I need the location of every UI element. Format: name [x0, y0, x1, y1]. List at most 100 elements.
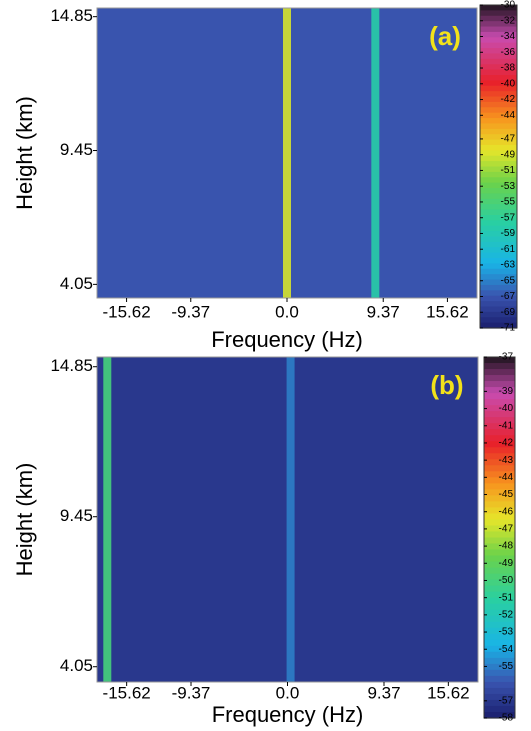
colorbar-tick-label: -32 [501, 15, 516, 26]
colorbar-tick-label: -42 [501, 94, 516, 105]
colorbar-cell [484, 675, 515, 683]
colorbar-cell [480, 101, 517, 108]
colorbar-cell [480, 236, 517, 243]
colorbar-cell [480, 26, 517, 33]
colorbar-cell [480, 118, 517, 125]
colorbar-cell [480, 306, 517, 313]
colorbar-cell [480, 220, 517, 227]
colorbar-tick-label: -34 [501, 31, 516, 42]
colorbar-cell [484, 681, 515, 689]
colorbar-cell [484, 435, 515, 442]
colorbar-cell [480, 134, 517, 141]
colorbar-cell [480, 252, 517, 259]
colorbar-cell [480, 37, 517, 44]
colorbar-cell [480, 268, 517, 275]
colorbar-cell [480, 225, 517, 232]
colorbar-tick-label: -61 [501, 244, 516, 255]
x-tick-label: 0.0 [276, 683, 300, 702]
colorbar-cell [480, 290, 517, 297]
colorbar-cell [480, 48, 517, 55]
colorbar-cell [480, 53, 517, 60]
colorbar-cell [484, 429, 515, 436]
colorbar-tick-label: -48 [499, 541, 514, 552]
colorbar-cell [484, 489, 515, 496]
colorbar-cell [484, 555, 515, 563]
colorbar-cell [480, 139, 517, 146]
colorbar-cell [484, 543, 515, 551]
colorbar-tick-label: -49 [499, 558, 514, 569]
colorbar-frame [483, 356, 516, 719]
colorbar-cell [484, 693, 515, 701]
panel-label: (a) [429, 21, 461, 51]
colorbar-cell [480, 317, 517, 324]
colorbar-cell [480, 231, 517, 238]
x-axis-label: Frequency (Hz) [212, 702, 364, 727]
colorbar-cell [480, 171, 517, 178]
colorbar-cell [484, 393, 515, 400]
colorbar-cell [484, 447, 515, 454]
colorbar-cell [484, 597, 515, 605]
colorbar-cell [480, 64, 517, 71]
colorbar-cell [480, 301, 517, 308]
colorbar-cell [480, 5, 517, 11]
colorbar-cell [484, 657, 515, 665]
colorbar-cell [480, 322, 517, 329]
colorbar-cell [480, 274, 517, 281]
colorbar-tick-label: -51 [499, 592, 514, 603]
colorbar-cell [480, 155, 517, 162]
colorbar-cell [484, 477, 515, 484]
colorbar-tick-label: -63 [501, 260, 516, 271]
colorbar-cell [480, 107, 517, 114]
colorbar-cell [480, 144, 517, 151]
colorbar-cell [480, 166, 517, 173]
colorbar-cell [480, 74, 517, 81]
colorbar-tick-label: -53 [501, 181, 516, 192]
colorbar-cell [484, 411, 515, 418]
colorbar-cell [480, 21, 517, 28]
y-axis-label: Height (km) [12, 96, 37, 210]
colorbar-cell [484, 519, 515, 527]
colorbar-cell [480, 85, 517, 92]
x-tick-label: 15.62 [427, 683, 470, 702]
x-tick-label: 9.37 [367, 302, 400, 321]
colorbar-tick-label: -47 [499, 524, 514, 535]
colorbar-cell [484, 369, 515, 376]
colorbar-cell [484, 699, 515, 707]
colorbar-cell [484, 633, 515, 641]
colorbar-cell [480, 123, 517, 130]
y-tick-label: 4.05 [60, 656, 93, 675]
colorbar-cell [480, 182, 517, 189]
colorbar-cell [484, 381, 515, 388]
colorbar-cell [480, 295, 517, 302]
colorbar-tick-label: -69 [501, 307, 516, 318]
colorbar-tick-label: -55 [501, 197, 516, 208]
heatmap-streak [103, 357, 112, 682]
colorbar-tick-label: -30 [501, 0, 516, 11]
colorbar-cell [480, 214, 517, 221]
y-tick-label: 9.45 [60, 506, 93, 525]
colorbar-cell [480, 58, 517, 65]
colorbar-cell [480, 177, 517, 184]
colorbar-tick-label: -44 [499, 472, 514, 483]
colorbar-cell [484, 471, 515, 478]
colorbar-cell [484, 639, 515, 647]
colorbar-cell [480, 204, 517, 211]
colorbar-cell [484, 513, 515, 521]
colorbar-cell [480, 150, 517, 157]
colorbar-tick-label: -54 [499, 644, 514, 655]
colorbar-cell [484, 537, 515, 545]
x-tick-label: 9.37 [367, 683, 400, 702]
colorbar-tick-label: -39 [499, 386, 514, 397]
colorbar-cell [484, 357, 515, 364]
colorbar-tick-label: -45 [499, 489, 514, 500]
colorbar-cell [484, 363, 515, 370]
colorbar-tick-label: -59 [501, 228, 516, 239]
colorbar-cell [484, 573, 515, 581]
colorbar-cell [480, 263, 517, 270]
colorbar-tick-label: -41 [499, 420, 514, 431]
heatmap-streak [283, 8, 291, 298]
colorbar-cell [484, 567, 515, 575]
colorbar-cell [480, 258, 517, 264]
colorbar-tick-label: -47 [501, 134, 516, 145]
